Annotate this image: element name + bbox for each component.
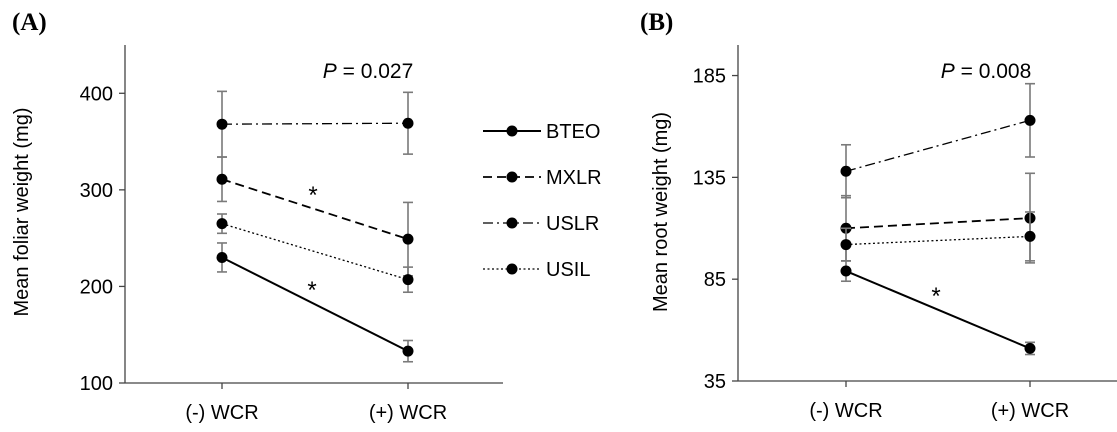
panel-b-series-line-usil — [845, 235, 1031, 246]
panel-b-y-tick-label: 35 — [704, 371, 726, 393]
panel-a-y-tick-label: 200 — [80, 276, 113, 298]
panel-b-series-line-bteo — [845, 270, 1031, 350]
panel-b-p-value: = 0.008 — [955, 60, 1031, 83]
panel-b-y-axis-title: Mean root weight (mg) — [650, 112, 672, 312]
panel-a-point-uslr — [216, 118, 228, 130]
panel-a-series-line-bteo — [221, 256, 409, 353]
panel-a-series-line-usil — [221, 223, 409, 281]
panel-a-point-usil — [402, 274, 414, 286]
panel-b-series-line-uslr — [845, 119, 1031, 172]
panel-a-series-line-mxlr — [221, 178, 409, 240]
panel-b-x-tick-label: (+) WCR — [991, 400, 1069, 422]
panel-a-point-uslr — [402, 117, 414, 129]
panel-a-p-value: = 0.027 — [337, 60, 413, 83]
panel-b-point-usil — [1024, 230, 1036, 242]
panel-a-series-line-uslr — [221, 122, 409, 125]
panel-a-significance-star: * — [307, 277, 316, 304]
panel-b-x-tick-label: (-) WCR — [809, 400, 882, 422]
legend-label-bteo: BTEO — [546, 121, 600, 143]
panel-b-point-bteo — [1024, 342, 1036, 354]
panel-b-y-tick-label: 85 — [704, 269, 726, 291]
panel-b-y-tick-label: 135 — [693, 167, 726, 189]
legend-marker-usil — [506, 263, 518, 275]
legend-label-uslr: USLR — [546, 213, 599, 235]
panel-b-point-uslr — [1024, 114, 1036, 126]
panel-b-p-symbol: P — [941, 60, 955, 83]
panel-a-significance-star: * — [308, 182, 317, 209]
panel-a-point-bteo — [402, 345, 414, 357]
panel-a-point-usil — [216, 218, 228, 230]
panel-a-p-value-annotation: P = 0.027 — [323, 60, 414, 83]
panel-b-point-bteo — [840, 265, 852, 277]
panel-a-x-tick-label: (-) WCR — [185, 402, 258, 424]
panel-a-label: (A) — [12, 9, 47, 36]
panel-b-y-tick-label: 185 — [693, 66, 726, 88]
legend-marker-bteo — [506, 125, 518, 137]
panel-a-y-tick-label: 100 — [80, 373, 113, 395]
panel-a-point-mxlr — [216, 173, 228, 185]
panel-a-y-axis-title: Mean foliar weight (mg) — [11, 108, 33, 317]
panel-b-point-usil — [840, 239, 852, 251]
panel-a-point-mxlr — [402, 233, 414, 245]
panel-b-series-line-mxlr — [845, 217, 1031, 230]
panel-b-significance-star: * — [931, 283, 940, 310]
legend-marker-uslr — [506, 217, 518, 229]
legend-label-mxlr: MXLR — [546, 167, 602, 189]
panel-a-x-tick-label: (+) WCR — [369, 402, 447, 424]
panel-a-p-symbol: P — [323, 60, 337, 83]
panel-a-y-tick-label: 400 — [80, 83, 113, 105]
panel-a-y-tick-label: 300 — [80, 180, 113, 202]
panel-b-point-uslr — [840, 165, 852, 177]
panel-a-point-bteo — [216, 251, 228, 263]
panel-b-p-value-annotation: P = 0.008 — [941, 60, 1032, 83]
legend-label-usil: USIL — [546, 259, 590, 281]
legend-marker-mxlr — [506, 171, 518, 183]
panel-b-label: (B) — [640, 9, 673, 36]
